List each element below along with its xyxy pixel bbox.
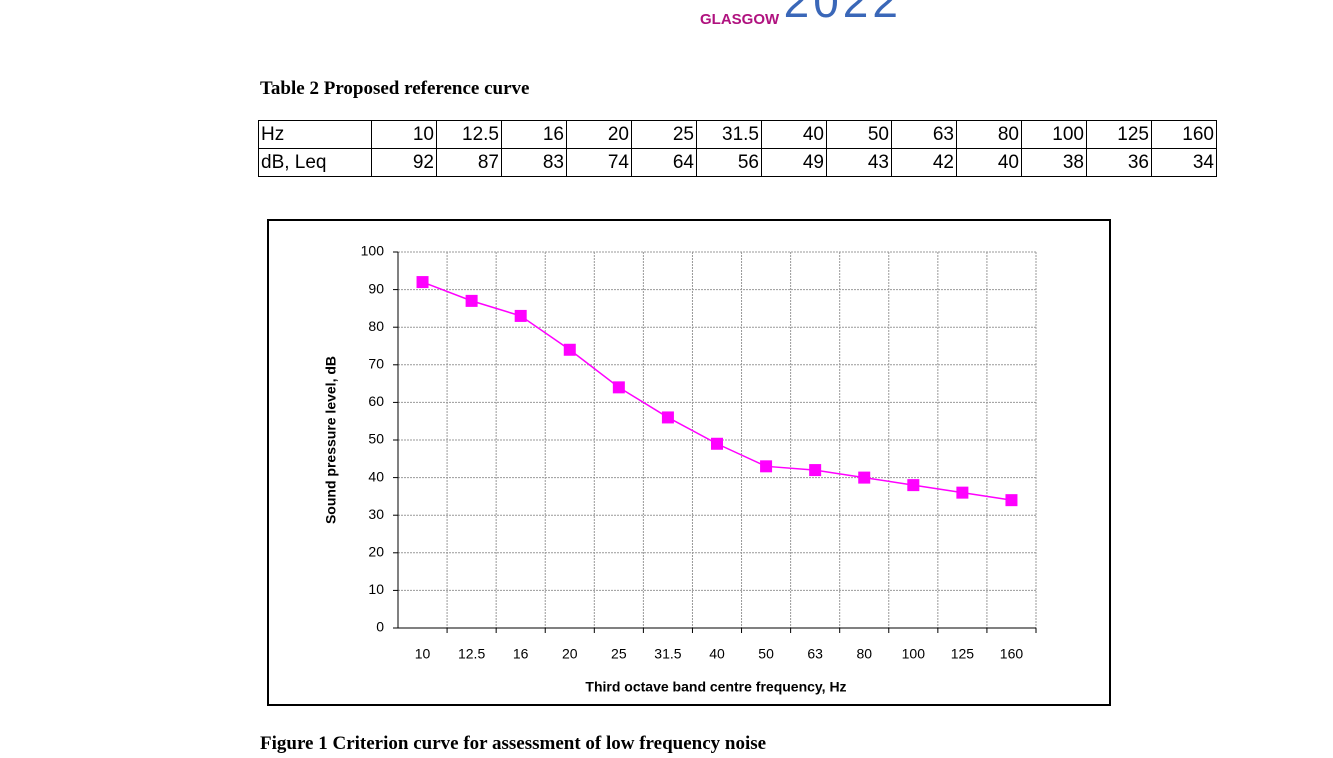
table-cell: 36 (1086, 148, 1152, 177)
table-cell: 40 (956, 148, 1022, 177)
table-cell: dB, Leq (258, 148, 372, 177)
table-cell: 74 (566, 148, 632, 177)
table-cell: 34 (1151, 148, 1217, 177)
chart-frame (267, 219, 1111, 706)
x-tick-label: 12.5 (458, 646, 485, 662)
x-axis-label: Third octave band centre frequency, Hz (585, 679, 846, 695)
logo-year: 2022 (783, 0, 902, 27)
y-tick-label: 100 (361, 243, 385, 259)
x-tick-label: 20 (562, 646, 578, 662)
y-tick-label: 60 (368, 393, 384, 409)
x-tick-label: 50 (758, 646, 774, 662)
data-point (809, 464, 822, 477)
x-tick-label: 25 (611, 646, 627, 662)
table-cell: 49 (761, 148, 827, 177)
table-cell: 12.5 (436, 120, 502, 149)
y-tick-label: 80 (368, 318, 384, 334)
table-cell: 43 (826, 148, 892, 177)
y-tick-label: 30 (368, 506, 384, 522)
table-cell: 56 (696, 148, 762, 177)
table-cell: 10 (371, 120, 437, 149)
x-tick-label: 40 (709, 646, 725, 662)
y-tick-label: 50 (368, 431, 384, 447)
table-cell: 83 (501, 148, 567, 177)
data-point (711, 437, 723, 450)
x-tick-label: 16 (513, 646, 529, 662)
table-row: Hz 10 12.5 16 20 25 31.5 40 50 63 80 100 125 160 (258, 120, 1217, 149)
table-cell: Hz (258, 120, 372, 149)
table-cell: 160 (1151, 120, 1217, 149)
table-cell: 38 (1021, 148, 1087, 177)
data-point (612, 381, 625, 394)
table-cell: 40 (761, 120, 827, 149)
table-cell: 20 (566, 120, 632, 149)
table-cell: 31.5 (696, 120, 762, 149)
data-point (1005, 494, 1018, 507)
y-tick-label: 40 (368, 468, 384, 484)
y-tick-label: 90 (368, 280, 384, 296)
x-tick-label: 100 (902, 646, 926, 662)
table-cell: 63 (891, 120, 957, 149)
y-tick-label: 10 (368, 581, 384, 597)
data-point (563, 343, 576, 356)
data-point (416, 276, 429, 289)
x-tick-label: 125 (951, 646, 975, 662)
table-cell: 42 (891, 148, 957, 177)
data-point (514, 309, 527, 322)
data-point (760, 460, 773, 473)
data-point (465, 294, 478, 307)
y-tick-label: 20 (368, 544, 384, 560)
x-tick-label: 63 (807, 646, 823, 662)
x-tick-label: 80 (856, 646, 872, 662)
table-cell: 125 (1086, 120, 1152, 149)
y-tick-label: 70 (368, 356, 384, 372)
table-cell: 64 (631, 148, 697, 177)
y-tick-label: 0 (376, 619, 384, 635)
table-cell: 92 (371, 148, 437, 177)
table-cell: 16 (501, 120, 567, 149)
table-cell: 25 (631, 120, 697, 149)
data-point (956, 486, 969, 499)
figure-caption: Figure 1 Criterion curve for assessment … (260, 733, 767, 754)
table-cell: 50 (826, 120, 892, 149)
table-cell: 87 (436, 148, 502, 177)
data-point (907, 479, 920, 492)
data-line (422, 281, 1012, 501)
data-table: Hz 10 12.5 16 20 25 31.5 40 50 63 80 100 125 160 dB, L… (258, 120, 1217, 177)
table-row: dB, Leq 92 87 83 74 64 56 49 43 42 40 38 36 34 (258, 148, 1217, 177)
x-tick-label: 10 (415, 646, 431, 662)
logo-city: GLASGOW (700, 11, 780, 28)
logo: GLASGOW 2022 (700, 0, 902, 28)
x-tick-label: 31.5 (654, 646, 681, 662)
table-cell: 100 (1021, 120, 1087, 149)
data-point (661, 411, 674, 424)
data-point (858, 471, 871, 484)
table-cell: 80 (956, 120, 1022, 149)
y-axis-label: Sound pressure level, dB (323, 356, 339, 524)
x-tick-label: 160 (1000, 646, 1024, 662)
table-title: Table 2 Proposed reference curve (260, 78, 530, 99)
